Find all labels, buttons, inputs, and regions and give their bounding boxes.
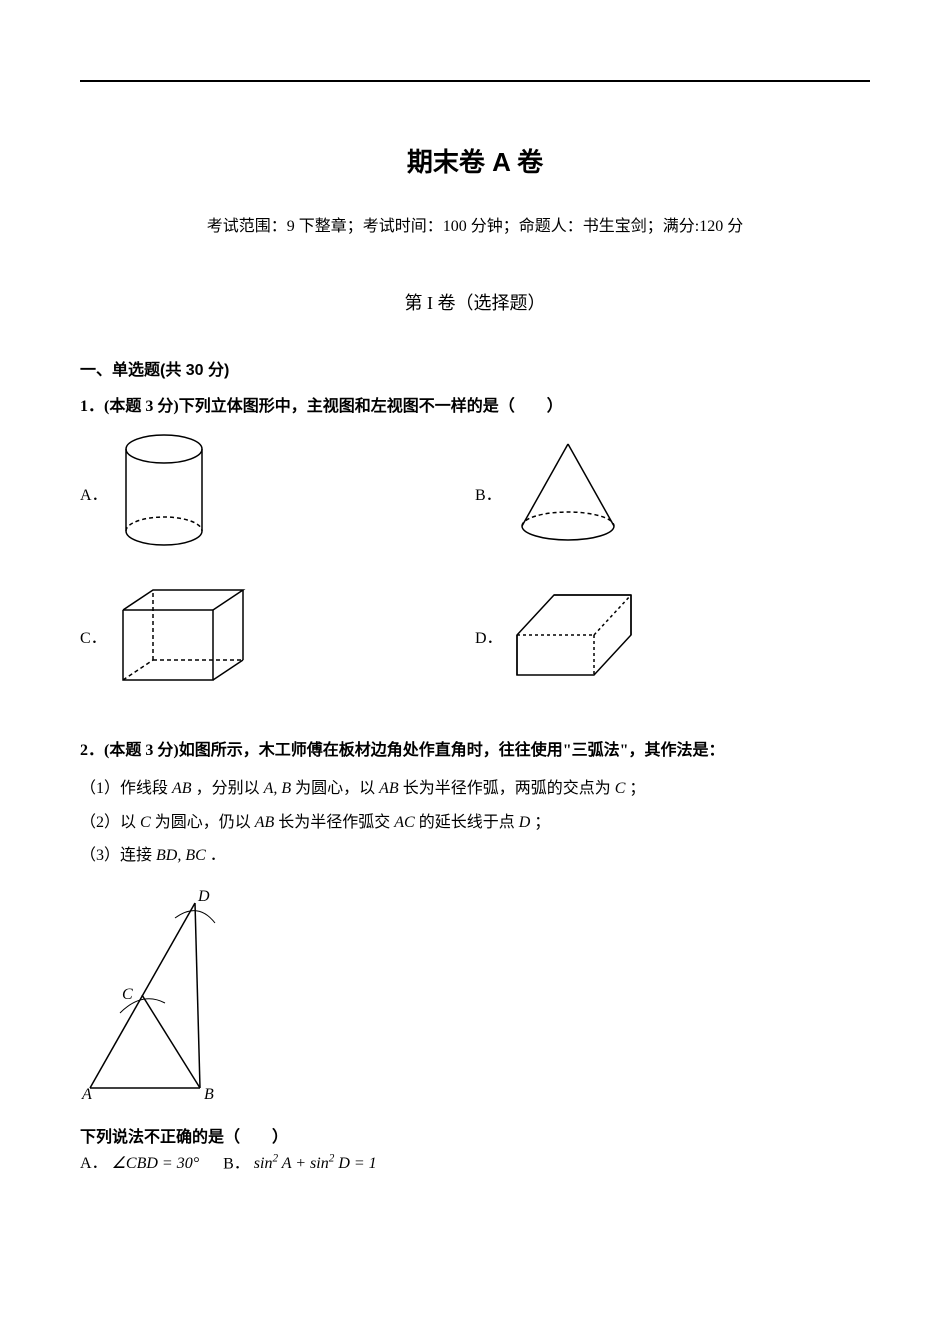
- q2-opt-a-math: ∠CBD = 30°: [112, 1155, 200, 1172]
- svg-text:C: C: [122, 986, 133, 1003]
- q2-s1-ab3: AB: [379, 780, 399, 797]
- svg-text:D: D: [197, 888, 210, 905]
- q1-points: (本题 3 分): [104, 398, 179, 415]
- q2-s1-a: （1）作线段: [80, 780, 168, 797]
- q2-s1-ab: AB: [172, 780, 192, 797]
- question-2: 2．(本题 3 分)如图所示，木工师傅在板材边角处作直角时，往往使用"三弧法"，…: [80, 738, 870, 1176]
- q2-s1-cvar: C: [615, 780, 626, 797]
- svg-text:A: A: [81, 1086, 92, 1103]
- q2-s2-e: ；: [534, 814, 550, 831]
- exam-info: 考试范围：9 下整章；考试时间：100 分钟；命题人：书生宝剑；满分:120 分: [80, 214, 870, 240]
- q2-steps: （1）作线段 AB ，分别以 A, B 为圆心，以 AB 长为半径作弧，两弧的交…: [80, 776, 870, 869]
- svg-text:B: B: [204, 1086, 214, 1103]
- q1-number: 1．: [80, 398, 104, 415]
- q2-s3-b: ．: [210, 847, 226, 864]
- q2-intro: 如图所示，木工师傅在板材边角处作直角时，往往使用"三弧法"，其作法是：: [179, 742, 725, 759]
- section-1-title: 第 I 卷（选择题）: [80, 289, 870, 318]
- cylinder-icon: [114, 431, 214, 551]
- q2-s2-d: 的延长线于点: [419, 814, 515, 831]
- q2-s3-bdbc: BD, BC: [156, 847, 206, 864]
- question-1: 1．(本题 3 分)下列立体图形中，主视图和左视图不一样的是（ ） A． B．: [80, 394, 870, 719]
- q2-s2-ab: AB: [255, 814, 275, 831]
- q2-s2-a: （2）以: [80, 814, 136, 831]
- q1-opt-a-label: A．: [80, 483, 108, 509]
- q1-option-a: A．: [80, 431, 475, 560]
- cylinder-figure: [114, 431, 214, 560]
- q2-s2-c2: 长为半径作弧交: [278, 814, 390, 831]
- q2-points: (本题 3 分): [104, 742, 179, 759]
- q1-option-b: B．: [475, 431, 870, 560]
- q2-s1-e: ；: [629, 780, 645, 797]
- cuboid-figure: [113, 580, 253, 699]
- q2-s2-ac: AC: [394, 814, 414, 831]
- part-1-heading: 一、单选题(共 30 分): [80, 358, 870, 384]
- q2-step-2: （2）以 C 为圆心，仍以 AB 长为半径作弧交 AC 的延长线于点 D ；: [80, 810, 870, 836]
- q2-s1-d: 长为半径作弧，两弧的交点为: [403, 780, 611, 797]
- q2-options-row: A． ∠CBD = 30° B． sin2 A + sin2 D = 1: [80, 1151, 870, 1177]
- q2-step-3: （3）连接 BD, BC ．: [80, 843, 870, 869]
- cuboid-icon: [113, 580, 253, 690]
- q2-s2-b: 为圆心，仍以: [155, 814, 251, 831]
- q2-option-a: A． ∠CBD = 30°: [80, 1151, 199, 1177]
- q2-opt-b-pre: sin: [254, 1155, 273, 1172]
- q1-text: 下列立体图形中，主视图和左视图不一样的是（ ）: [179, 398, 563, 415]
- cube-icon: [509, 580, 639, 690]
- q2-s3-a: （3）连接: [80, 847, 152, 864]
- q1-opt-b-label: B．: [475, 483, 502, 509]
- q2-opt-b-mid: A + sin: [278, 1155, 329, 1172]
- q2-s1-c: 为圆心，以: [295, 780, 375, 797]
- q2-opt-a-label: A．: [80, 1155, 108, 1172]
- q2-s1-ab2: A, B: [264, 780, 292, 797]
- cone-figure: [508, 436, 628, 555]
- q1-stem: 1．(本题 3 分)下列立体图形中，主视图和左视图不一样的是（ ）: [80, 394, 870, 420]
- q2-opt-b-label: B．: [223, 1155, 250, 1172]
- q2-step-1: （1）作线段 AB ，分别以 A, B 为圆心，以 AB 长为半径作弧，两弧的交…: [80, 776, 870, 802]
- q2-figure: A B C D: [80, 883, 870, 1112]
- q1-options: A． B．: [80, 431, 870, 718]
- q2-s1-b: ，分别以: [196, 780, 260, 797]
- q2-option-b: B． sin2 A + sin2 D = 1: [223, 1151, 377, 1177]
- q2-s2-dvar: D: [519, 814, 531, 831]
- q2-opt-b-math: sin2 A + sin2 D = 1: [254, 1155, 377, 1172]
- q2-number: 2．: [80, 742, 104, 759]
- q1-option-d: D．: [475, 580, 870, 699]
- q1-opt-c-label: C．: [80, 626, 107, 652]
- q2-s2-c: C: [140, 814, 151, 831]
- q1-opt-d-label: D．: [475, 626, 503, 652]
- exam-title: 期末卷 A 卷: [80, 142, 870, 184]
- q2-ask: 下列说法不正确的是（ ）: [80, 1125, 870, 1151]
- top-rule: [80, 80, 870, 82]
- triangle-construction-icon: A B C D: [80, 883, 240, 1103]
- q2-opt-b-post: D = 1: [334, 1155, 376, 1172]
- q2-stem: 2．(本题 3 分)如图所示，木工师傅在板材边角处作直角时，往往使用"三弧法"，…: [80, 738, 870, 764]
- cube-figure: [509, 580, 639, 699]
- q1-option-c: C．: [80, 580, 475, 699]
- cone-icon: [508, 436, 628, 546]
